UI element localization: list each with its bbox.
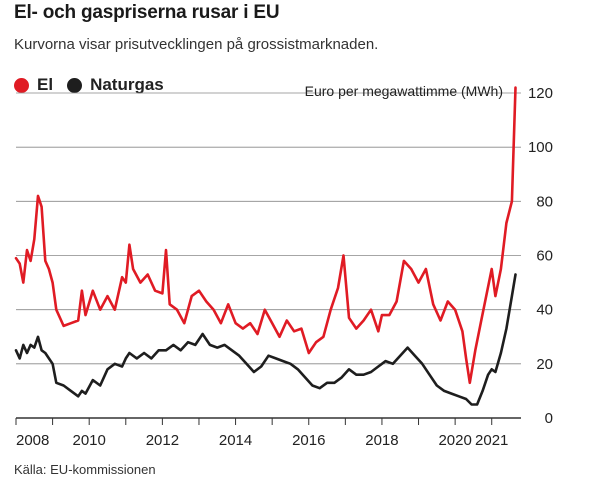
x-tick-label-2014: 2014 xyxy=(219,432,252,449)
x-tick-label-2012: 2012 xyxy=(146,432,179,449)
y-tick-label-0: 0 xyxy=(545,410,553,427)
series-line-el xyxy=(14,86,517,385)
y-tick-label-120: 120 xyxy=(528,85,553,102)
series-lines xyxy=(14,86,517,406)
x-tick-label-2021: 2021 xyxy=(475,432,508,449)
legend-label-naturgas: Naturgas xyxy=(90,75,164,94)
chart-subtitle: Kurvorna visar prisutvecklingen på gross… xyxy=(14,36,379,53)
series-line-naturgas xyxy=(14,273,517,406)
x-axis: 2008 2010 2012 2014 2016 2018 2020 2021 xyxy=(15,417,521,449)
x-tick-label-2008: 2008 xyxy=(16,432,49,449)
legend-dot-naturgas xyxy=(67,77,83,93)
y-axis-label: Euro per megawattimme (MWh) xyxy=(305,83,503,99)
y-tick-label-40: 40 xyxy=(536,302,553,319)
legend-dot-el xyxy=(14,77,29,93)
y-tick-label-60: 60 xyxy=(536,248,553,265)
source-note: Källa: EU-kommissionen xyxy=(14,462,156,477)
legend-item-naturgas: Naturgas xyxy=(67,75,164,95)
x-tick-label-2016: 2016 xyxy=(292,432,325,449)
y-tick-label-20: 20 xyxy=(536,356,553,373)
x-tick-label-2010: 2010 xyxy=(73,432,106,449)
x-tick-label-2018: 2018 xyxy=(365,432,398,449)
legend-label-el: El xyxy=(37,75,54,94)
y-axis-ticks: 0 20 40 60 80 100 120 xyxy=(528,85,553,427)
grid-lines xyxy=(16,92,521,365)
y-tick-label-80: 80 xyxy=(536,193,553,210)
legend: El Naturgas xyxy=(14,75,178,95)
legend-item-el: El xyxy=(14,75,53,95)
y-tick-label-100: 100 xyxy=(528,139,553,156)
x-tick-label-2020: 2020 xyxy=(438,432,471,449)
chart-title: El- och gaspriserna rusar i EU xyxy=(14,2,280,23)
